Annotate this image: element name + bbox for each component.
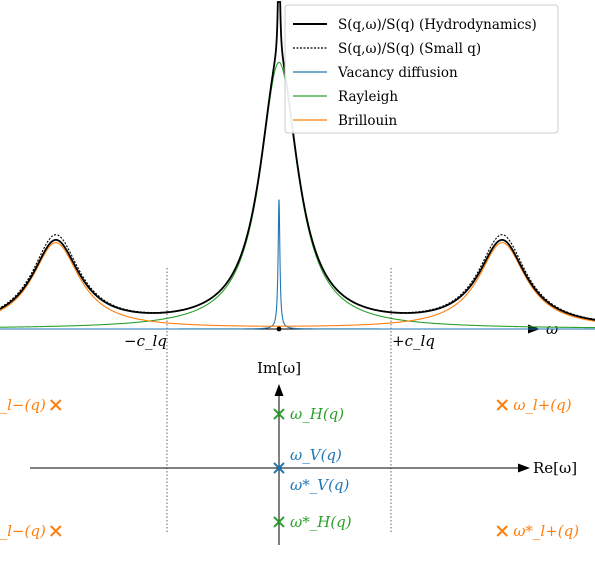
pole-label-h-star: ω*_H(q) xyxy=(290,513,352,531)
pole-label-l-minus: ω_l−(q) xyxy=(0,396,46,414)
origin-point xyxy=(276,326,282,332)
im-axis-label: Im[ω] xyxy=(257,359,301,377)
pole-label-l-plus-star: ω*_l+(q) xyxy=(513,522,579,540)
series-brillouin-line xyxy=(0,242,595,327)
pole-label-v: ω_V(q) xyxy=(290,446,342,464)
pole-marker-v xyxy=(273,462,285,474)
re-axis-arrow xyxy=(518,463,530,473)
pole-marker-l-plus-star xyxy=(496,525,508,537)
tick-label-minus: −c_lq xyxy=(124,332,167,350)
legend-box xyxy=(284,4,559,134)
legend-label-vacancy: Vacancy diffusion xyxy=(337,65,458,81)
im-axis-arrow xyxy=(274,384,284,396)
pole-marker-l-minus xyxy=(50,399,62,411)
pole-marker-h-star xyxy=(273,516,285,528)
pole-label-l-minus-star: ω*_l−(q) xyxy=(0,522,46,540)
legend-label-rayleigh: Rayleigh xyxy=(338,89,398,105)
pole-label-h: ω_H(q) xyxy=(290,405,344,423)
pole-marker-l-plus xyxy=(496,399,508,411)
pole-label-l-plus: ω_l+(q) xyxy=(513,396,572,414)
tick-label-plus: +c_lq xyxy=(392,332,435,350)
series-rayleigh-line xyxy=(0,61,595,329)
legend-label-smallq: S(q,ω)/S(q) (Small q) xyxy=(338,41,481,57)
legend-label-brillouin: Brillouin xyxy=(338,113,397,129)
legend: S(q,ω)/S(q) (Hydrodynamics) S(q,ω)/S(q) (… xyxy=(284,4,559,134)
spectrum-curves xyxy=(0,1,595,332)
series-hydro-line xyxy=(0,1,595,321)
re-axis-label: Re[ω] xyxy=(533,459,577,477)
legend-label-hydro: S(q,ω)/S(q) (Hydrodynamics) xyxy=(338,17,537,33)
pole-marker-h xyxy=(273,408,285,420)
poles: ω_l−(q) ω_H(q) ω_l+(q) ω_V(q) ω*_V(q) ω*_l−(q… xyxy=(0,396,579,540)
pole-label-v-star: ω*_V(q) xyxy=(290,476,350,494)
series-vacancy-line xyxy=(0,199,595,330)
pole-marker-l-minus-star xyxy=(50,525,62,537)
